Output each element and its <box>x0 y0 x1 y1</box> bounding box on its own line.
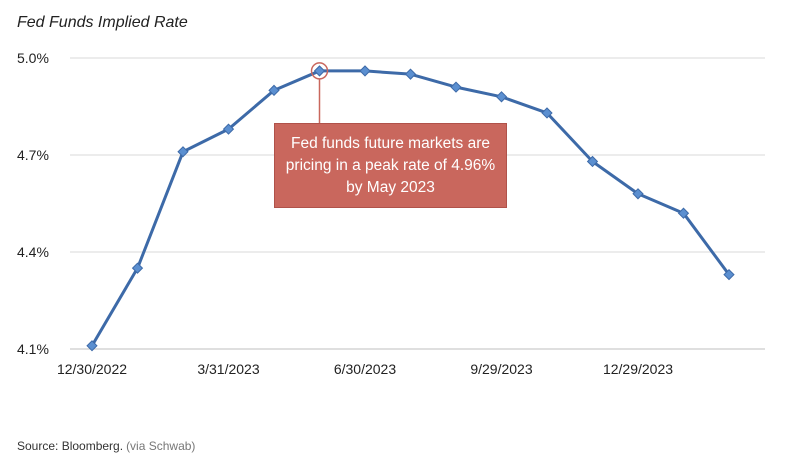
series-markers <box>86 65 735 352</box>
x-tick-label: 6/30/2023 <box>334 361 396 377</box>
data-point <box>359 65 371 77</box>
data-point <box>586 155 599 168</box>
peak-rate-callout: Fed funds future markets are pricing in … <box>274 123 507 208</box>
data-point <box>86 340 98 352</box>
x-tick-label: 12/30/2022 <box>57 361 127 377</box>
x-tick-label: 9/29/2023 <box>470 361 532 377</box>
data-point <box>268 84 280 96</box>
data-point <box>177 146 189 158</box>
data-point <box>541 107 553 119</box>
peak-highlight <box>310 62 329 123</box>
data-point <box>632 188 644 200</box>
y-tick-label: 4.1% <box>17 341 49 357</box>
x-axis-tick-labels: 12/30/2022 3/31/2023 6/30/2023 9/29/2023 12/… <box>57 361 673 377</box>
data-point <box>450 81 462 93</box>
source-text: Source: Bloomberg. <box>17 439 124 453</box>
data-point <box>495 91 508 103</box>
data-point <box>131 262 144 274</box>
data-point <box>222 123 235 135</box>
data-point <box>404 68 417 80</box>
y-axis-tick-labels: 4.1% 4.4% 4.7% 5.0% <box>17 50 49 357</box>
x-tick-label: 3/31/2023 <box>197 361 259 377</box>
x-tick-label: 12/29/2023 <box>603 361 673 377</box>
source-via: (via Schwab) <box>126 439 196 453</box>
y-tick-label: 4.4% <box>17 244 49 260</box>
data-point <box>723 268 735 281</box>
data-point <box>677 207 690 219</box>
chart-title: Fed Funds Implied Rate <box>17 14 188 31</box>
data-point <box>313 65 326 77</box>
y-tick-label: 4.7% <box>17 147 49 163</box>
source-note: Source: Bloomberg. (via Schwab) <box>17 439 195 453</box>
series-line <box>90 69 731 347</box>
series-path <box>90 69 731 347</box>
y-tick-label: 5.0% <box>17 50 49 66</box>
